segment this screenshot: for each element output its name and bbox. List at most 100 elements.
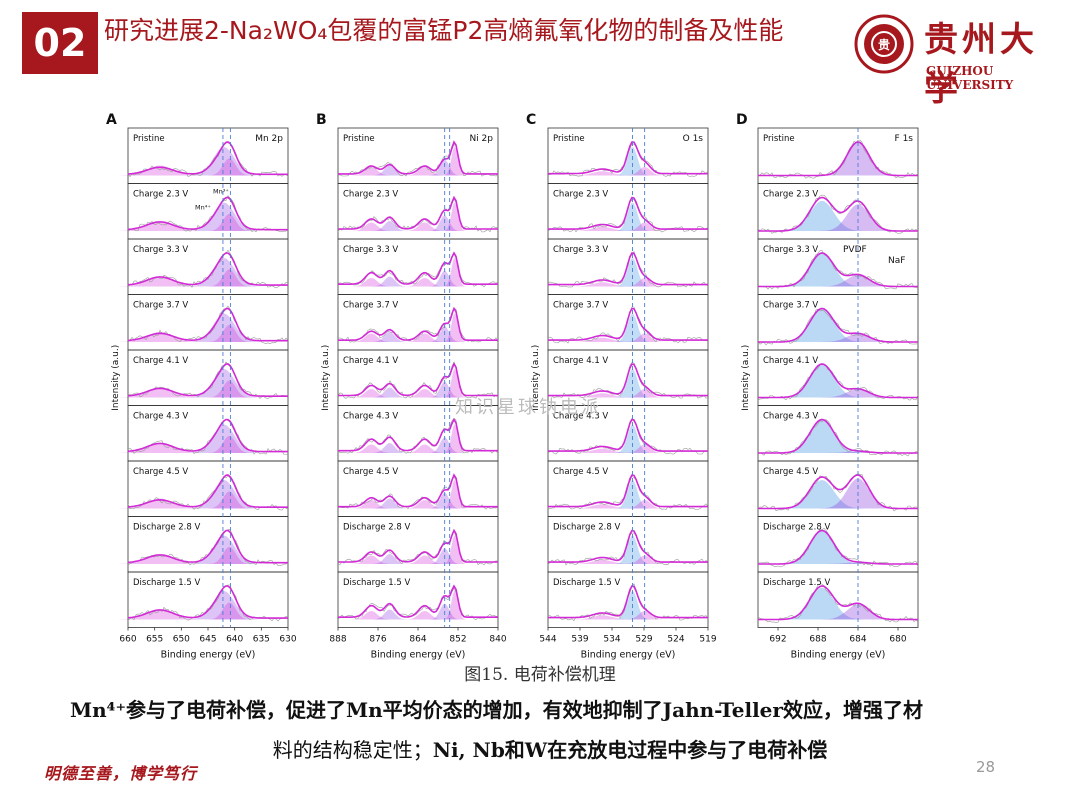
spectrum-label: Charge 4.3 V	[343, 412, 398, 422]
fitted-envelope-line	[548, 418, 708, 452]
peak-component-fill	[774, 253, 870, 287]
spectrum-label: Charge 3.7 V	[763, 301, 818, 311]
fitted-envelope-line	[127, 585, 288, 619]
panel-d: D Pristine F 1s Charge 2.3 V Charge 3.3 V Cha…	[736, 112, 919, 661]
peak-component-fill	[428, 215, 461, 231]
panel-a: A Pristine Mn 2p Charge 2.3 V Charge 3.3 V Ch…	[106, 112, 297, 661]
panel-title: Ni 2p	[469, 134, 493, 144]
fitted-envelope-line	[127, 363, 288, 397]
peak-component-fill	[814, 333, 902, 342]
peak-component-fill	[206, 546, 252, 564]
spectrum-label: Discharge 1.5 V	[133, 578, 200, 588]
x-tick-label: 630	[279, 635, 296, 645]
fitted-envelope-line	[338, 195, 498, 230]
x-axis-label: Binding energy (eV)	[161, 650, 256, 661]
fitted-envelope-line	[338, 473, 498, 508]
fitted-envelope-line	[548, 363, 708, 397]
fitted-envelope-line	[127, 529, 288, 564]
peak-component-fill	[614, 258, 651, 287]
university-logo: 贵 贵州大学 GUIZHOU UNIVERSITY	[854, 12, 1064, 109]
raw-spectrum-line	[337, 417, 499, 454]
fitted-envelope-line	[548, 529, 708, 563]
spectrum-label: Discharge 1.5 V	[343, 578, 410, 588]
panel-letter: C	[526, 112, 536, 128]
peak-component-fill	[814, 204, 902, 231]
spectrum-label: Charge 2.3 V	[763, 190, 818, 200]
x-tick-label: 688	[809, 635, 826, 645]
x-axis-label: Binding energy (eV)	[581, 650, 676, 661]
peak-component-fill	[814, 389, 902, 398]
x-tick-label: 539	[571, 635, 588, 645]
peak-component-fill	[186, 258, 262, 287]
annotation-mn3: Mn³⁺	[213, 188, 229, 196]
x-tick-label: 680	[889, 635, 906, 645]
xps-figure: A Pristine Mn 2p Charge 2.3 V Charge 3.3 V Ch…	[106, 112, 919, 661]
peak-component-fill	[350, 611, 393, 620]
peak-component-fill	[624, 444, 665, 453]
peak-component-fill	[568, 504, 636, 509]
x-tick-label: 840	[489, 635, 506, 645]
peak-component-fill	[403, 389, 446, 398]
x-tick-label: 684	[849, 635, 866, 645]
x-tick-label: 519	[699, 635, 716, 645]
fitted-envelope-line	[548, 252, 708, 286]
raw-spectrum-line	[338, 476, 499, 510]
x-tick-label: 640	[226, 635, 243, 645]
peak-component-fill	[568, 282, 636, 287]
peak-component-fill	[371, 609, 409, 620]
conclusion-text-2b: Ni, Nb和W在充放电过程中参与了电荷补偿	[432, 738, 828, 762]
peak-component-fill	[206, 213, 252, 231]
peak-component-fill	[774, 200, 870, 231]
fitted-envelope-line	[758, 585, 918, 621]
y-axis-label: Intensity (a.u.)	[111, 345, 121, 411]
spectrum-label: Pristine	[553, 134, 585, 144]
peak-component-fill	[568, 393, 636, 398]
spectrum-label: Charge 3.7 V	[133, 301, 188, 311]
peak-component-fill	[186, 535, 262, 564]
peak-component-fill	[774, 364, 870, 398]
peak-component-fill	[403, 444, 446, 453]
peak-component-fill	[774, 587, 870, 620]
peak-component-fill	[614, 202, 651, 231]
peak-component-fill	[115, 165, 205, 176]
svg-text:贵: 贵	[878, 37, 890, 52]
spectrum-label: Charge 3.7 V	[343, 301, 398, 311]
fitted-envelope-line	[338, 251, 498, 285]
peak-component-fill	[186, 480, 262, 509]
raw-spectrum-line	[757, 308, 918, 346]
fitted-envelope-line	[758, 529, 918, 565]
panel-c: C Pristine O 1s Charge 2.3 V Charge 3.3 V Cha…	[526, 112, 717, 661]
x-tick-label: 635	[253, 635, 270, 645]
fitted-envelope-line	[758, 474, 918, 510]
peak-component-fill	[350, 333, 393, 342]
spectrum-label: Charge 3.3 V	[343, 245, 398, 255]
spectrum-label: Charge 4.5 V	[343, 467, 398, 477]
spectrum-label: Charge 4.5 V	[553, 467, 608, 477]
peak-component-fill	[115, 443, 205, 453]
conclusion-text-2a: 料的结构稳定性；	[272, 738, 433, 762]
peak-component-fill	[186, 313, 262, 342]
peak-component-fill	[614, 147, 651, 176]
spectrum-label: Charge 4.1 V	[133, 356, 188, 366]
x-tick-label: 864	[409, 635, 426, 645]
peak-component-fill	[206, 380, 252, 398]
section-number-badge: 02	[22, 12, 98, 74]
peak-component-fill	[186, 591, 262, 620]
panel-b: B Pristine Ni 2p Charge 2.3 V Charge 3.3 V Ch…	[316, 112, 507, 661]
fitted-envelope-line	[338, 362, 498, 397]
spectrum-label: Charge 4.3 V	[763, 412, 818, 422]
peak-component-fill	[624, 500, 665, 509]
peak-component-fill	[403, 222, 446, 231]
peak-component-fill	[568, 615, 636, 620]
peak-component-fill	[206, 491, 252, 509]
fitted-envelope-line	[338, 140, 498, 175]
peak-component-fill	[115, 332, 205, 342]
peak-component-fill	[403, 167, 446, 176]
spectrum-label: Discharge 2.8 V	[133, 523, 200, 533]
peak-component-fill	[350, 500, 393, 509]
x-tick-label: 692	[769, 635, 786, 645]
y-axis-label: Intensity (a.u.)	[531, 345, 541, 411]
spectrum-label: Charge 4.1 V	[343, 356, 398, 366]
spectrum-label: Charge 2.3 V	[133, 190, 188, 200]
peak-component-fill	[115, 276, 205, 287]
